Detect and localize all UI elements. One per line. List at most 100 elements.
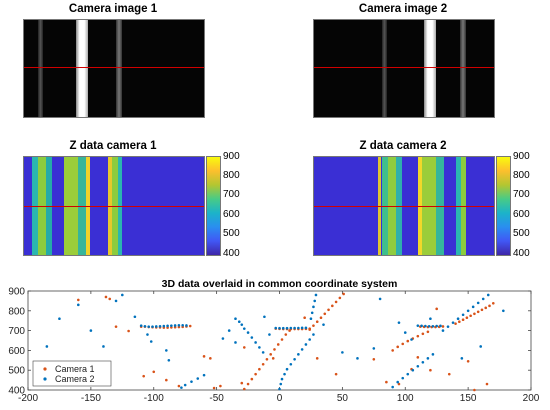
data-point-camera-2 [285, 326, 289, 330]
data-point-camera-2 [166, 324, 169, 328]
data-point-camera-2 [173, 324, 177, 327]
stripe [424, 20, 436, 117]
stripe [76, 20, 88, 117]
data-point-camera-1 [485, 382, 489, 386]
data-point-camera-1 [447, 372, 451, 376]
data-point-camera-1 [466, 359, 470, 363]
data-point-camera-1 [242, 387, 246, 391]
data-point-camera-2 [439, 324, 442, 328]
data-point-camera-2 [278, 387, 281, 391]
data-point-camera-2 [420, 324, 423, 328]
scan-line [24, 206, 204, 207]
colorbar-tick: 900 [223, 151, 240, 162]
data-point-camera-1 [177, 325, 181, 329]
data-point-camera-1 [265, 358, 269, 361]
data-point-camera-2 [378, 297, 382, 301]
colorbar-tick: 500 [513, 228, 530, 239]
colorbar-tick: 700 [223, 189, 240, 200]
data-point-camera-2 [278, 326, 281, 330]
data-point-camera-2 [486, 293, 490, 297]
y-tick-label: 500 [8, 366, 25, 377]
data-point-camera-2 [202, 373, 206, 377]
data-point-camera-1 [288, 329, 291, 332]
x-tick-label: -150 [81, 393, 101, 404]
data-point-camera-2 [460, 357, 464, 360]
data-point-camera-2 [416, 324, 420, 327]
data-point-camera-1 [142, 374, 145, 378]
x-tick-label: 100 [397, 393, 414, 404]
colorbar-tick: 700 [513, 189, 530, 200]
data-point-camera-1 [476, 310, 480, 314]
data-point-camera-2 [133, 315, 137, 319]
data-point-camera-2 [165, 349, 168, 352]
data-point-camera-1 [319, 316, 323, 320]
colorbar-tick: 600 [223, 209, 240, 220]
data-point-camera-2 [297, 353, 300, 356]
data-point-camera-2 [237, 320, 241, 323]
data-point-camera-2 [310, 311, 314, 315]
data-point-camera-2 [410, 338, 413, 341]
z-data-camera-1 [23, 156, 205, 256]
colorbar-tick: 600 [513, 209, 530, 220]
data-point-camera-1 [312, 324, 315, 327]
data-point-camera-1 [242, 346, 246, 349]
data-point-camera-1 [327, 308, 330, 312]
data-point-camera-2 [234, 341, 237, 344]
data-point-camera-2 [181, 323, 184, 327]
data-point-camera-2 [268, 333, 271, 336]
data-point-camera-1 [454, 322, 457, 325]
data-point-camera-2 [234, 317, 237, 321]
data-point-camera-1 [401, 342, 405, 346]
data-point-camera-2 [151, 325, 154, 328]
data-point-camera-2 [190, 380, 193, 383]
data-point-camera-1 [315, 320, 319, 323]
z-data-camera-2 [313, 156, 495, 256]
data-point-camera-2 [304, 326, 308, 330]
data-point-camera-1 [108, 297, 112, 301]
data-point-camera-2 [309, 317, 313, 321]
data-point-camera-1 [276, 343, 280, 346]
data-point-camera-2 [451, 321, 455, 324]
data-point-camera-2 [426, 357, 430, 360]
y-tick-label: 800 [8, 306, 25, 317]
data-point-camera-2 [403, 331, 407, 334]
data-point-camera-2 [446, 325, 450, 328]
data-point-camera-2 [466, 309, 470, 313]
data-point-camera-2 [281, 326, 285, 330]
data-point-camera-2 [263, 315, 266, 319]
data-point-camera-2 [242, 327, 246, 330]
data-point-camera-1 [480, 308, 484, 312]
data-point-camera-1 [421, 332, 425, 336]
data-point-camera-2 [283, 372, 286, 376]
data-point-camera-1 [435, 307, 438, 311]
data-point-camera-1 [426, 330, 430, 334]
data-point-camera-1 [491, 301, 495, 305]
data-point-camera-2 [227, 329, 231, 332]
z-data-camera-2-title: Z data camera 2 [359, 140, 447, 152]
data-point-camera-2 [424, 324, 427, 328]
data-point-camera-2 [177, 323, 181, 327]
data-point-camera-1 [469, 314, 472, 318]
colorbar-2 [496, 156, 511, 256]
data-point-camera-1 [473, 388, 476, 392]
scan-line [314, 206, 494, 207]
data-point-camera-1 [334, 300, 338, 304]
camera-image-1 [23, 19, 205, 118]
camera-image-2 [313, 19, 495, 118]
data-point-camera-2 [143, 324, 147, 328]
data-point-camera-2 [396, 380, 400, 384]
data-point-camera-2 [146, 333, 149, 336]
data-point-camera-1 [258, 367, 261, 371]
data-point-camera-2 [154, 325, 158, 328]
colorbar-tick: 400 [513, 248, 530, 259]
data-point-camera-2 [401, 376, 405, 380]
data-point-camera-1 [250, 377, 254, 381]
data-point-camera-2 [58, 317, 61, 321]
data-point-camera-2 [293, 326, 296, 330]
data-point-camera-1 [331, 304, 334, 308]
data-point-camera-2 [158, 324, 162, 328]
colorbar-tick: 800 [513, 170, 530, 181]
legend-label: Camera 2 [55, 374, 95, 384]
data-point-camera-1 [77, 298, 80, 302]
